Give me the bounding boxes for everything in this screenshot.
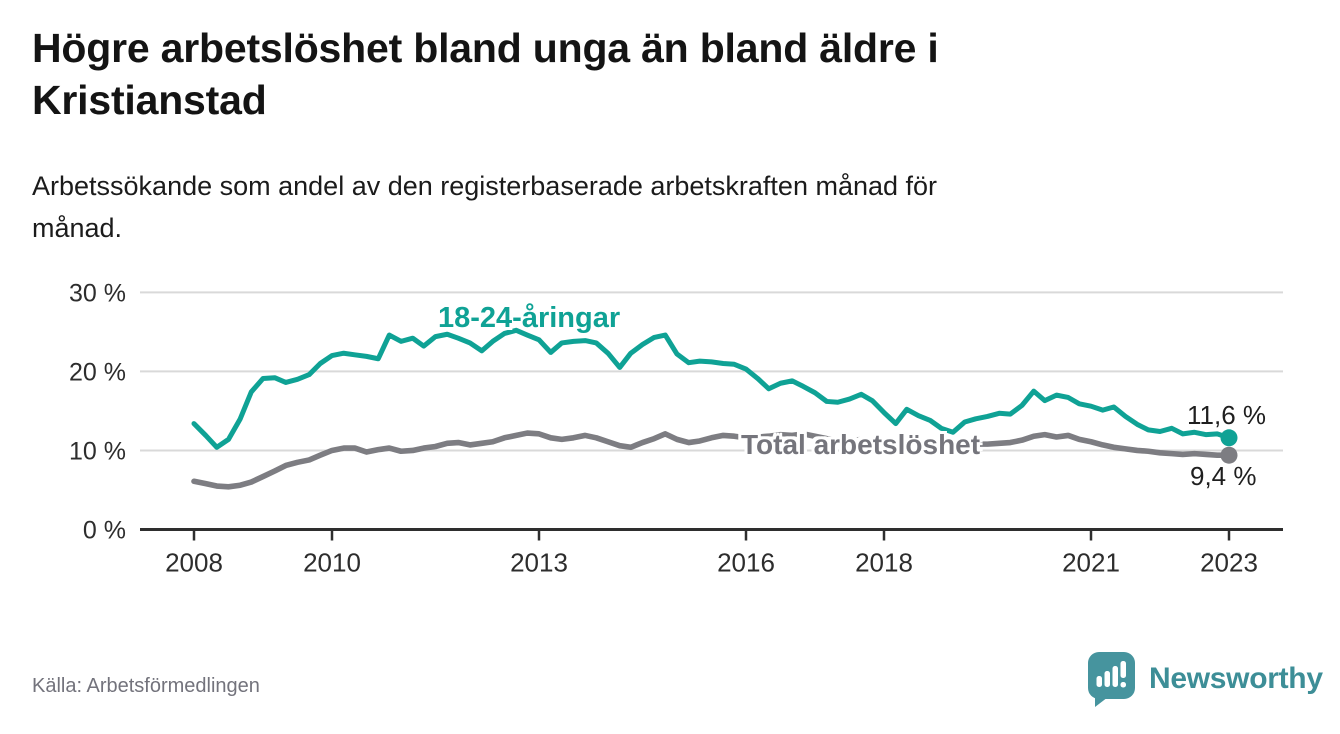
total-end-dot (1220, 446, 1238, 464)
x-axis-tick-label: 2016 (717, 548, 775, 578)
unemployment-line-chart: 0 % 10 % 20 % 30 % 2008 2010 2013 2016 2018 2021 2… (69, 279, 1283, 578)
title-line-2: Kristianstad (32, 77, 267, 124)
y-axis-tick-label: 10 % (69, 437, 126, 465)
youth-series-line (191, 327, 1232, 450)
end-value-total: 9,4 % (1190, 461, 1257, 491)
title-line-1: Högre arbetslöshet bland unga än bland ä… (32, 25, 939, 71)
total-series-line (191, 430, 1232, 490)
x-axis-tick-label: 2008 (165, 548, 223, 578)
x-axis-tick-label: 2021 (1062, 548, 1120, 578)
subtitle-line-1: Arbetssökande som andel av den registerb… (32, 171, 938, 201)
series-label-total: Total arbetslöshet (741, 429, 981, 460)
y-axis-tick-label: 30 % (69, 279, 126, 307)
youth-end-dot (1220, 429, 1238, 447)
newsworthy-brand: Newsworthy (1086, 650, 1323, 708)
newsworthy-logo-icon (1088, 652, 1135, 707)
x-axis-tick-label: 2023 (1200, 548, 1258, 578)
y-axis-tick-label: 20 % (69, 358, 126, 386)
y-axis-tick-label: 0 % (83, 517, 126, 545)
x-axis-tick-label: 2013 (510, 548, 568, 578)
chart-subtitle: Arbetssökande som andel av den registerb… (32, 166, 1262, 250)
page-title: Högre arbetslöshet bland unga än bland ä… (32, 22, 1182, 126)
subtitle-line-2: månad. (32, 212, 123, 243)
source-note: Källa: Arbetsförmedlingen (32, 675, 260, 697)
series-label-youth: 18-24-åringar (438, 302, 621, 334)
newsworthy-logo-text: Newsworthy (1149, 662, 1323, 695)
x-axis-tick-label: 2010 (303, 548, 361, 578)
end-value-youth: 11,6 % (1187, 400, 1267, 430)
x-axis-tick-label: 2018 (855, 548, 913, 578)
